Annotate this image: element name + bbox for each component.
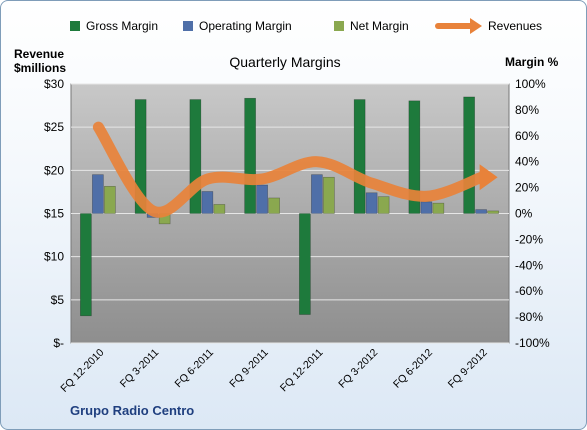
bar-gross-margin (189, 99, 202, 214)
bar-net-margin (432, 202, 445, 214)
category-label: FQ 12-2010 (58, 347, 106, 395)
legend-swatch-gross-margin (70, 21, 80, 31)
bar-net-margin (323, 176, 335, 214)
right-tick-label: 20% (515, 181, 539, 195)
bar-gross-margin (353, 99, 366, 214)
revenue-arrowhead (479, 164, 498, 191)
legend-label-net-margin: Net Margin (350, 19, 409, 33)
bar-operating-margin (475, 209, 487, 214)
left-tick-label: $30 (44, 77, 64, 91)
bar-gross-margin (463, 96, 475, 214)
legend-label-gross-margin: Gross Margin (86, 19, 158, 33)
chart-title: Quarterly Margins (229, 54, 340, 70)
right-tick-label: -40% (515, 258, 543, 272)
revenue-line (92, 121, 498, 218)
left-tick-label: $15 (44, 207, 64, 221)
right-tick-label: 40% (515, 155, 539, 169)
left-tick-label: $- (53, 336, 64, 350)
category-label: FQ 3-2012 (336, 347, 380, 391)
bar-operating-margin (420, 201, 433, 214)
bar-gross-margin (408, 100, 421, 214)
bar-net-margin (268, 197, 280, 214)
bar-operating-margin (92, 174, 104, 214)
right-tick-label: 60% (515, 129, 539, 143)
bar-gross-margin (244, 97, 256, 214)
category-label: FQ 3-2011 (118, 347, 162, 391)
left-tick-label: $10 (44, 250, 64, 264)
right-tick-label: -100% (515, 336, 550, 350)
left-tick-label: $5 (51, 293, 65, 307)
bar-net-margin (213, 204, 226, 214)
left-axis-ticks: $- $5 $10 $15 $20 $25 $30 (44, 77, 64, 350)
right-axis-ticks: -100% -80% -60% -40% -20% 0% 20% 40% 60% 80% 100% (515, 77, 550, 350)
bar-gross-margin (80, 213, 92, 317)
right-tick-label: -60% (515, 284, 543, 298)
legend-label-revenues: Revenues (488, 19, 542, 33)
right-tick-label: -80% (515, 310, 543, 324)
y-left-title-line1: Revenue (14, 47, 64, 61)
category-label: FQ 9-2012 (446, 347, 490, 391)
bar-operating-margin (201, 191, 214, 214)
category-labels: FQ 12-2010 FQ 3-2011 FQ 6-2011 FQ 9-2011 FQ … (58, 347, 489, 395)
legend: Gross Margin Operating Margin Net Margin… (70, 18, 542, 34)
bar-net-margin (104, 186, 116, 214)
y-right-title: Margin % (505, 55, 559, 69)
bar-operating-margin (311, 174, 323, 214)
right-tick-label: 80% (515, 103, 539, 117)
y-left-title-line2: $millions (14, 61, 66, 75)
right-tick-label: -20% (515, 232, 543, 246)
category-label: FQ 12-2011 (278, 347, 326, 395)
company-name: Grupo Radio Centro (70, 403, 194, 418)
bar-gross-margin (299, 213, 311, 315)
revenue-series-line (92, 121, 488, 218)
legend-label-operating-margin: Operating Margin (199, 19, 292, 33)
left-tick-label: $25 (44, 120, 64, 134)
category-label: FQ 6-2011 (173, 347, 217, 391)
left-tick-label: $20 (44, 163, 64, 177)
category-label: FQ 6-2012 (391, 347, 435, 391)
bar-operating-margin (256, 184, 268, 214)
bar-net-margin (487, 210, 499, 214)
bar-gross-margin (134, 99, 147, 214)
legend-arrow-icon (470, 18, 482, 34)
bars (80, 96, 499, 317)
legend-swatch-operating-margin (183, 21, 193, 31)
category-label: FQ 9-2011 (227, 347, 271, 391)
right-tick-label: 100% (515, 77, 546, 91)
bar-operating-margin (365, 192, 378, 214)
legend-swatch-net-margin (334, 21, 344, 31)
bar-net-margin (377, 196, 390, 214)
right-tick-label: 0% (515, 207, 533, 221)
